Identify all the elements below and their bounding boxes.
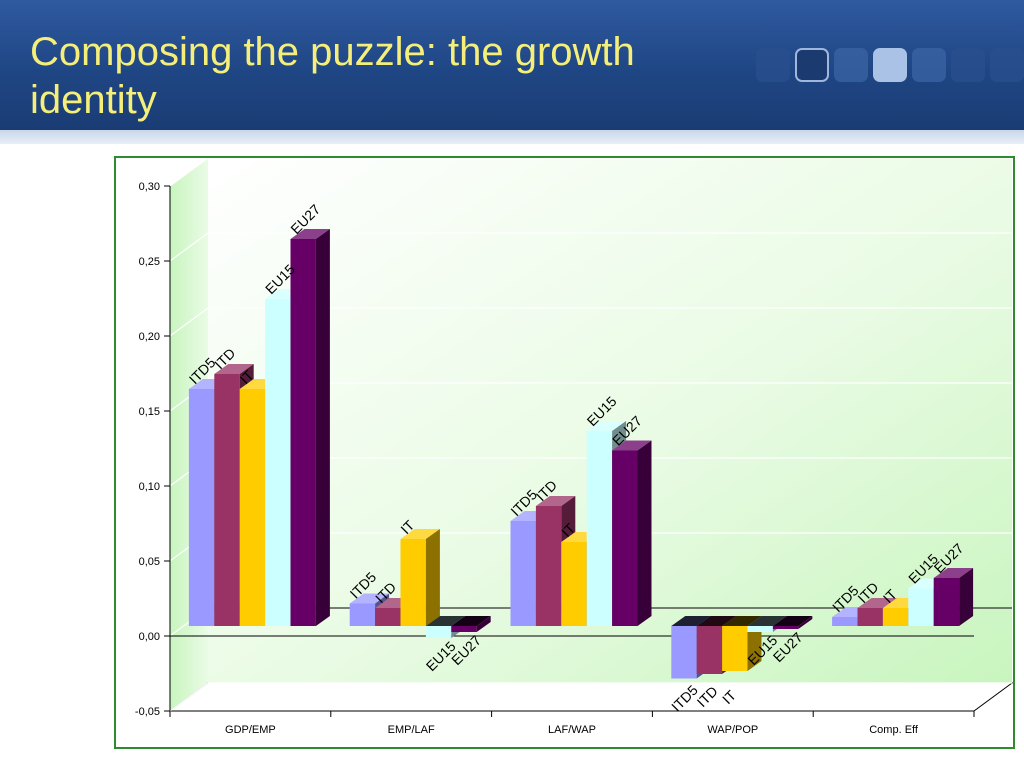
bar-front: [561, 542, 587, 626]
bar-eu27-0: [290, 229, 330, 626]
bar-top: [425, 616, 466, 626]
category-label: GDP/EMP: [225, 724, 276, 736]
gridline: [169, 158, 209, 187]
bar-top: [586, 421, 627, 431]
bar-front: [612, 450, 638, 626]
bar-front: [772, 626, 799, 629]
bar-top: [290, 229, 330, 239]
y-tick-label: 0,25: [139, 256, 160, 268]
bar-front: [882, 608, 909, 626]
bar-top: [933, 568, 974, 578]
bar-front: [535, 506, 562, 626]
bar-side: [425, 529, 440, 626]
bar-front: [451, 626, 477, 632]
bar-front: [400, 539, 426, 626]
gridline: [169, 682, 209, 712]
y-tick-label: 0,00: [139, 631, 160, 643]
bar-eu27-3: [772, 616, 813, 629]
category-label: EMP/LAF: [388, 724, 435, 736]
bar-front: [239, 389, 266, 626]
bar-side: [637, 440, 652, 626]
category-label: WAP/POP: [707, 724, 758, 736]
decoration-square: [756, 48, 790, 82]
bar-front: [349, 603, 376, 626]
slide-title: Composing the puzzle: the growth identit…: [30, 30, 635, 122]
bar-front: [671, 626, 697, 679]
bar-front: [857, 608, 883, 626]
decoration-square: [951, 48, 985, 82]
bar-front: [214, 374, 240, 626]
bar-front: [290, 239, 316, 626]
bar-front: [586, 431, 613, 626]
bar-top: [772, 616, 813, 626]
bar-top: [451, 616, 491, 626]
bar-top: [722, 616, 762, 626]
y-tick-label: -0,05: [135, 706, 160, 718]
bar-eu27-1: [451, 616, 491, 632]
gridline: [169, 307, 209, 337]
header-decoration: [756, 48, 1024, 82]
bar-top: [349, 593, 390, 604]
bar-front: [696, 626, 723, 674]
category-label: LAF/WAP: [548, 724, 596, 736]
bar-side: [315, 229, 330, 626]
data-label: IT: [719, 687, 739, 707]
bar-side: [959, 568, 974, 626]
bar-front: [908, 588, 934, 626]
gridline: [169, 232, 209, 262]
bar-front: [425, 626, 452, 638]
y-tick-label: 0,20: [139, 331, 160, 343]
y-tick-label: 0,05: [139, 556, 160, 568]
bar-top: [747, 616, 787, 626]
decoration-square: [990, 48, 1024, 82]
decoration-square: [912, 48, 946, 82]
bar-eu27-2: [612, 440, 652, 626]
bar-front: [265, 299, 291, 626]
bar-side: [476, 616, 491, 632]
bar-front: [832, 617, 858, 626]
bar-front: [747, 626, 773, 632]
bar-top: [400, 529, 440, 539]
decoration-square: [795, 48, 829, 82]
bar-top: [857, 598, 897, 608]
bar-front: [375, 608, 401, 626]
y-tick-label: 0,10: [139, 481, 160, 493]
bar-top: [214, 364, 254, 374]
bar-side: [798, 616, 813, 629]
bar-it-1: [400, 529, 440, 626]
chart-frame: -0,05 0,00 0,05 0,10 0,15 0,20 0,25 0,30 GDP/EMP…: [114, 156, 1015, 749]
bar-eu27-4: [933, 568, 974, 626]
header-divider: [0, 130, 1024, 144]
bar-top: [535, 496, 576, 506]
bar-front: [933, 578, 960, 626]
bar-top: [671, 616, 711, 626]
bar-chart: -0,05 0,00 0,05 0,10 0,15 0,20 0,25 0,30 GDP/EMP…: [135, 158, 1013, 736]
y-tick-label: 0,15: [139, 406, 160, 418]
bar-front: [510, 521, 536, 626]
decoration-square: [873, 48, 907, 82]
bar-front: [722, 626, 748, 671]
decoration-square: [834, 48, 868, 82]
category-label: Comp. Eff: [869, 724, 919, 736]
bar-top: [612, 440, 652, 451]
data-label: ITD: [694, 683, 721, 710]
chart-floor: [168, 682, 1013, 712]
y-tick-label: 0,30: [139, 181, 160, 193]
bar-top: [696, 616, 737, 626]
bar-front: [188, 389, 215, 626]
